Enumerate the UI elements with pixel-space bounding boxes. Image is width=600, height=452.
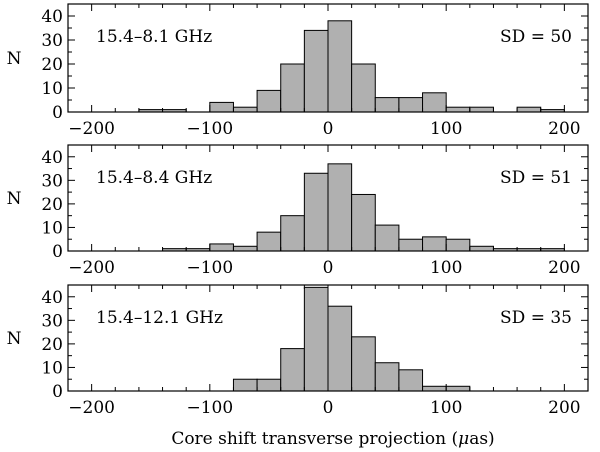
x-axis-label-suffix: as)	[469, 429, 495, 449]
x-tick-label: −200	[68, 398, 115, 418]
y-tick-label: 0	[52, 382, 63, 402]
x-tick-label: 0	[323, 258, 334, 278]
histogram-bar	[327, 20, 353, 113]
x-tick-label: 200	[548, 119, 580, 139]
panel-2: 0 10 20 30 40 −200 −100 0 100 200 N 15.4–8.4 GHz SD …	[7, 144, 589, 278]
histogram-bar	[327, 305, 353, 392]
histogram-bar	[445, 385, 471, 392]
y-tick-label: 10	[41, 218, 63, 238]
histogram-bar	[398, 369, 424, 392]
histogram-bar	[232, 378, 258, 392]
x-tick-label: −200	[68, 119, 115, 139]
x-tick-label: 0	[323, 119, 334, 139]
histogram-bar	[351, 63, 376, 113]
histogram-bar	[256, 378, 282, 392]
histogram-bar	[398, 238, 424, 252]
y-axis-label: N	[7, 189, 22, 209]
histogram-bar	[303, 172, 329, 252]
histogram-bar	[256, 231, 282, 252]
histogram-bar	[469, 245, 494, 252]
histogram-bar	[280, 348, 305, 392]
y-tick-label: 0	[52, 242, 63, 262]
histogram-bar	[374, 362, 400, 392]
histogram-bar	[232, 106, 258, 113]
y-axis-label: N	[7, 49, 22, 69]
x-tick-label: 100	[430, 119, 462, 139]
y-tick-label: 0	[52, 103, 63, 123]
histogram-bar	[398, 97, 424, 113]
panel-sd-label: SD = 50	[500, 27, 572, 47]
histogram-bar	[422, 385, 447, 392]
histogram-bar	[209, 101, 234, 113]
histogram-bar	[469, 106, 494, 113]
panel-band-label: 15.4–12.1 GHz	[96, 308, 223, 328]
histogram-bar	[232, 245, 258, 252]
y-tick-label: 10	[41, 79, 63, 99]
x-tick-label: −100	[186, 258, 233, 278]
histogram-bar	[422, 236, 447, 252]
x-tick-label: 100	[430, 398, 462, 418]
x-axis-label: Core shift transverse projection (μas)	[171, 429, 494, 449]
y-tick-label: 10	[41, 358, 63, 378]
histogram-bar	[351, 336, 376, 392]
histogram-bar	[209, 243, 234, 252]
panel-sd-label: SD = 51	[500, 168, 572, 188]
y-tick-label: 40	[41, 7, 63, 27]
y-tick-label: 20	[41, 195, 63, 215]
histogram-bar	[445, 238, 471, 252]
histogram-bar	[280, 63, 305, 113]
x-tick-label: 0	[323, 398, 334, 418]
x-axis-label-prefix: Core shift transverse projection (	[171, 429, 458, 449]
histogram-bar	[303, 286, 329, 392]
x-axis-label-mu: μ	[458, 429, 469, 449]
x-tick-label: 200	[548, 398, 580, 418]
panel-band-label: 15.4–8.1 GHz	[96, 27, 212, 47]
histogram-bar	[445, 106, 471, 113]
histogram-bar	[516, 106, 542, 113]
panel-1: 0 10 20 30 40 −200 −100 0 100 200 N 15.4–8.1 GHz SD …	[7, 3, 589, 139]
panel-band-label: 15.4–8.4 GHz	[96, 168, 212, 188]
y-tick-label: 20	[41, 55, 63, 75]
x-tick-label: −100	[186, 398, 233, 418]
y-tick-label: 40	[41, 288, 63, 308]
x-tick-label: 100	[430, 258, 462, 278]
y-tick-label: 20	[41, 335, 63, 355]
y-tick-label: 30	[41, 31, 63, 51]
histogram-bar	[422, 92, 447, 113]
histogram-bar	[280, 215, 305, 252]
x-tick-label: −100	[186, 119, 233, 139]
y-tick-label: 40	[41, 148, 63, 168]
histogram-bar	[303, 29, 329, 113]
panel-3: 0 10 20 30 40 −200 −100 0 100 200 N 15.4–12.1 GHz SD…	[7, 284, 589, 418]
x-tick-label: −200	[68, 258, 115, 278]
histogram-bar	[256, 89, 282, 113]
y-axis-label: N	[7, 329, 22, 349]
histogram-bar	[374, 97, 400, 113]
y-tick-label: 30	[41, 171, 63, 191]
x-tick-label: 200	[548, 258, 580, 278]
histogram-bar	[327, 163, 353, 252]
histogram-bar	[374, 224, 400, 252]
histogram-bar	[351, 193, 376, 252]
y-tick-label: 30	[41, 311, 63, 331]
panel-sd-label: SD = 35	[500, 308, 572, 328]
